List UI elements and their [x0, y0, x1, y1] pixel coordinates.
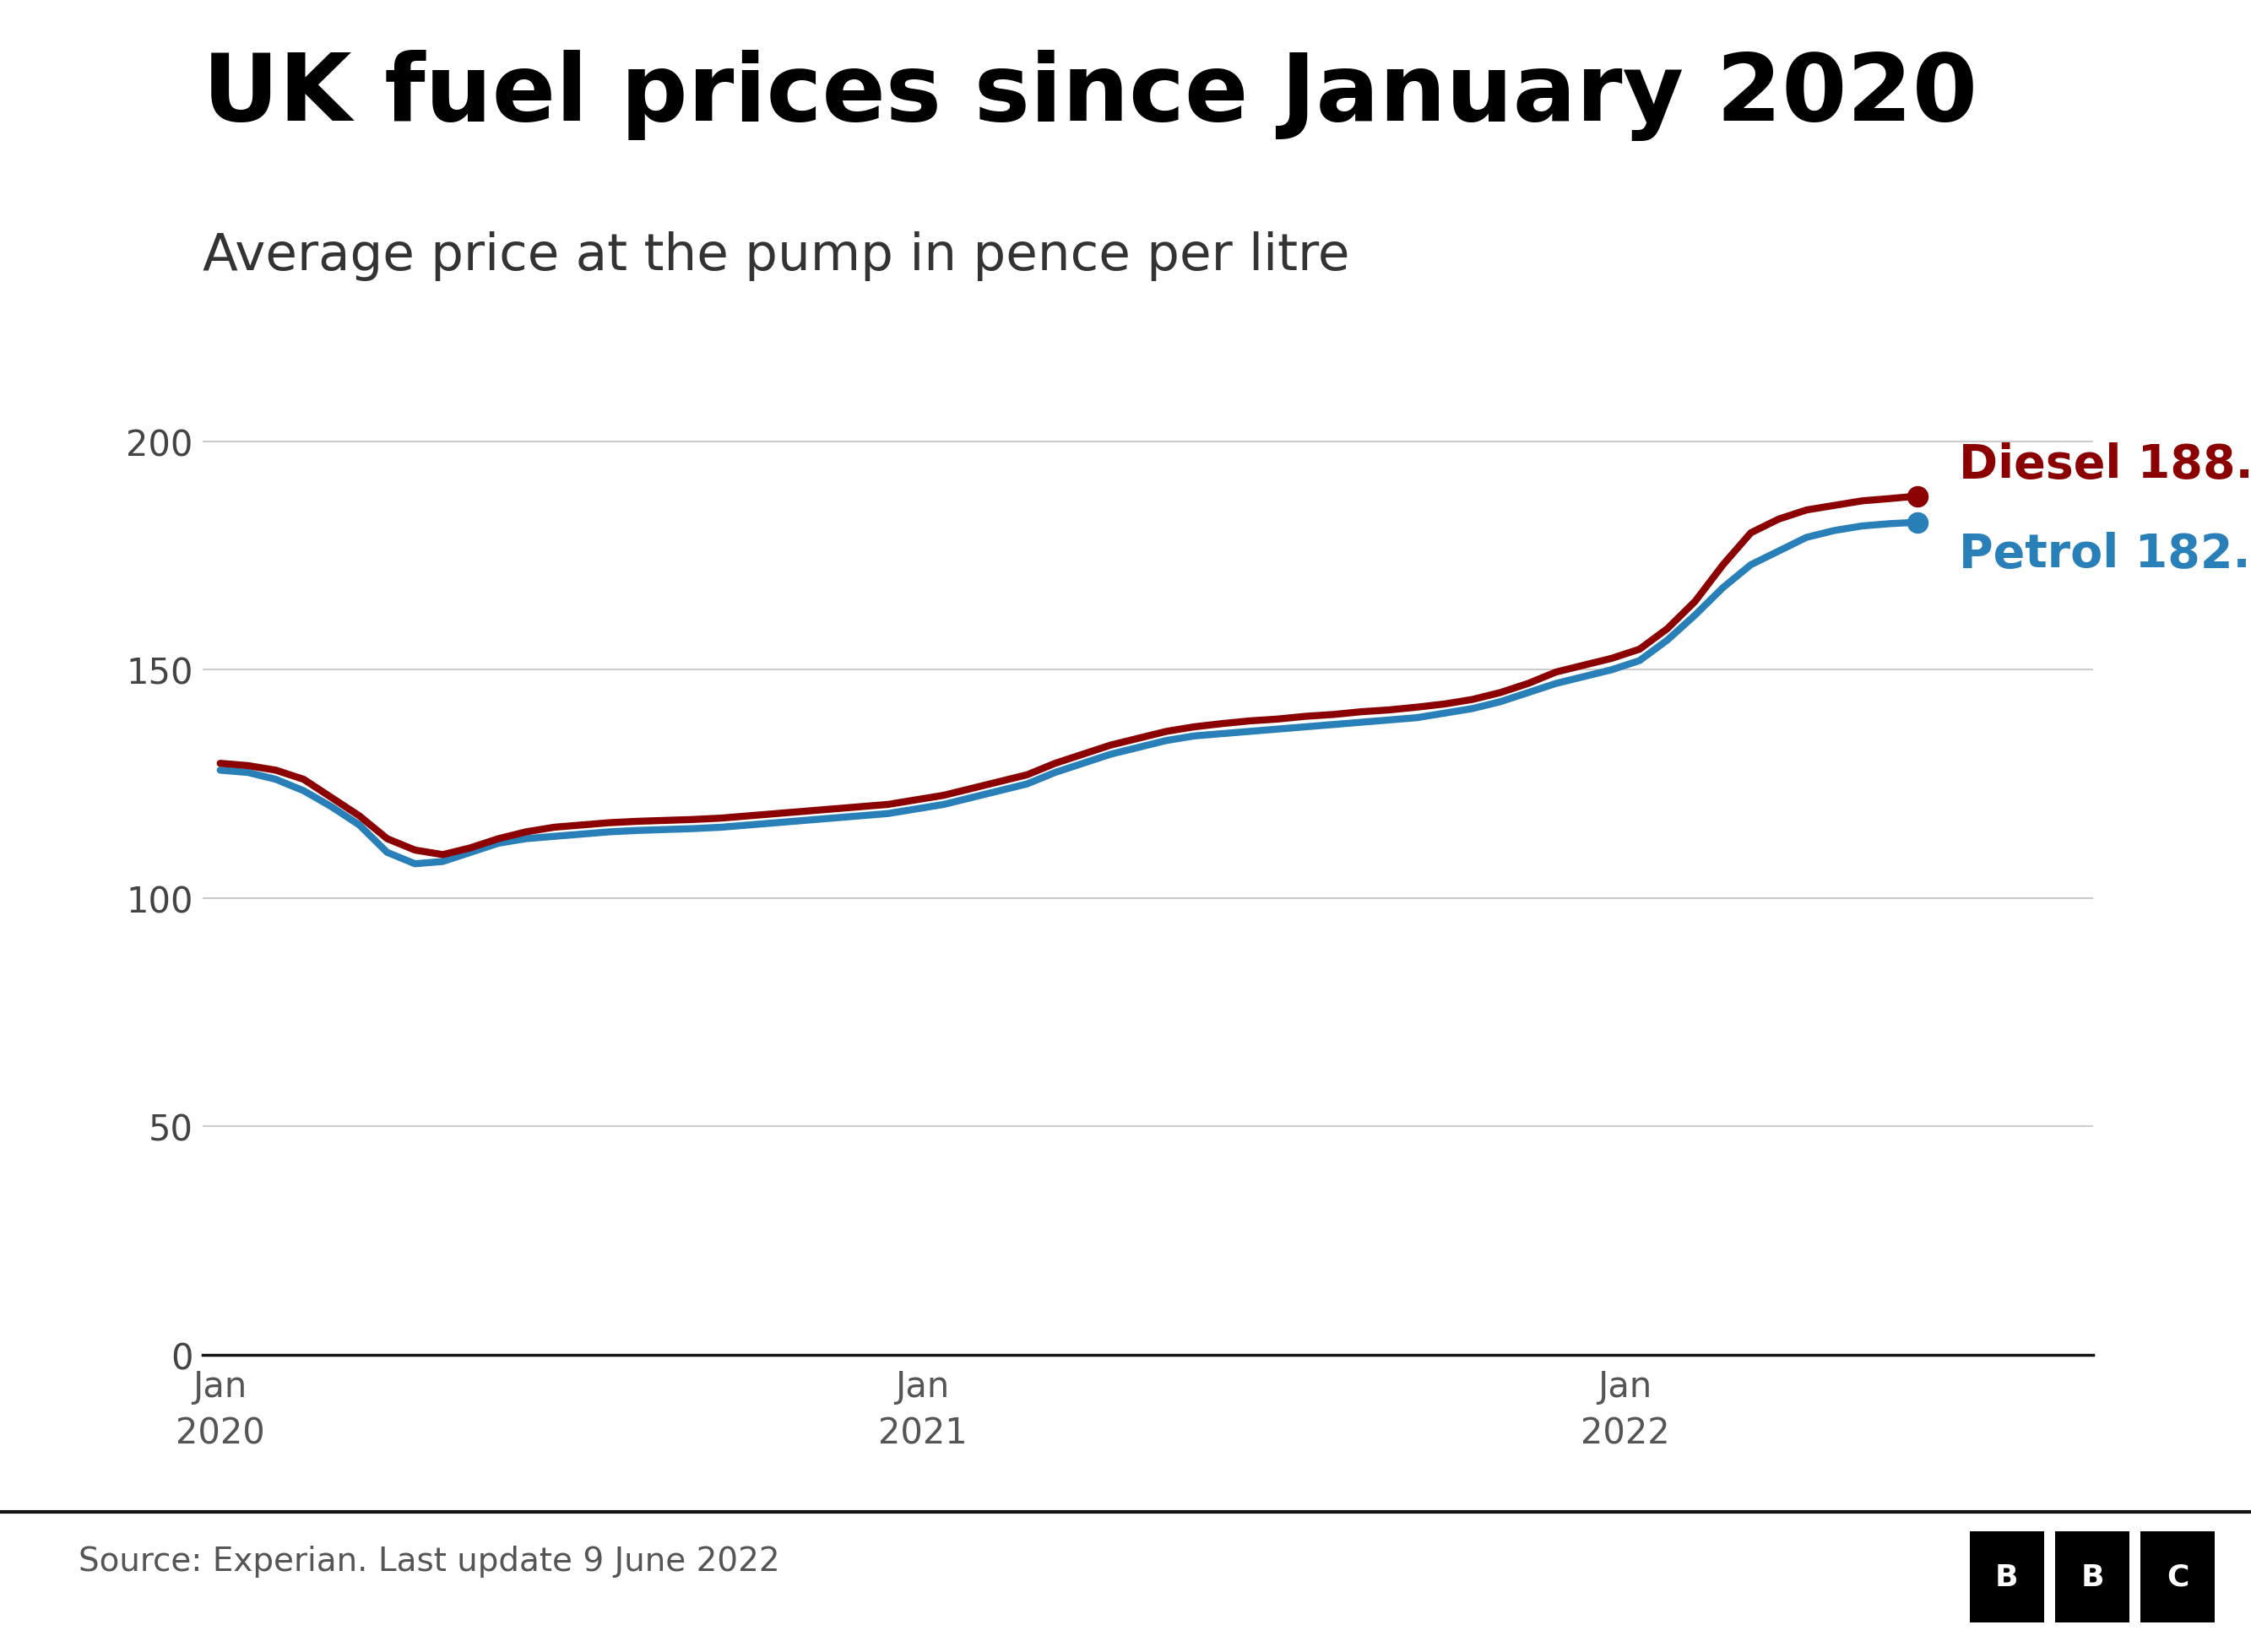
- Text: Source: Experian. Last update 9 June 2022: Source: Experian. Last update 9 June 202…: [79, 1545, 781, 1578]
- Text: Average price at the pump in pence per litre: Average price at the pump in pence per l…: [203, 231, 1351, 281]
- Point: [1900, 509, 1936, 535]
- Text: B: B: [2080, 1563, 2105, 1591]
- Text: Diesel 188.05p: Diesel 188.05p: [1958, 443, 2251, 487]
- Text: C: C: [2168, 1563, 2188, 1591]
- Text: UK fuel prices since January 2020: UK fuel prices since January 2020: [203, 50, 1976, 140]
- Point: [1900, 484, 1936, 510]
- Text: Petrol 182.31p: Petrol 182.31p: [1958, 532, 2251, 578]
- Text: B: B: [1994, 1563, 2019, 1591]
